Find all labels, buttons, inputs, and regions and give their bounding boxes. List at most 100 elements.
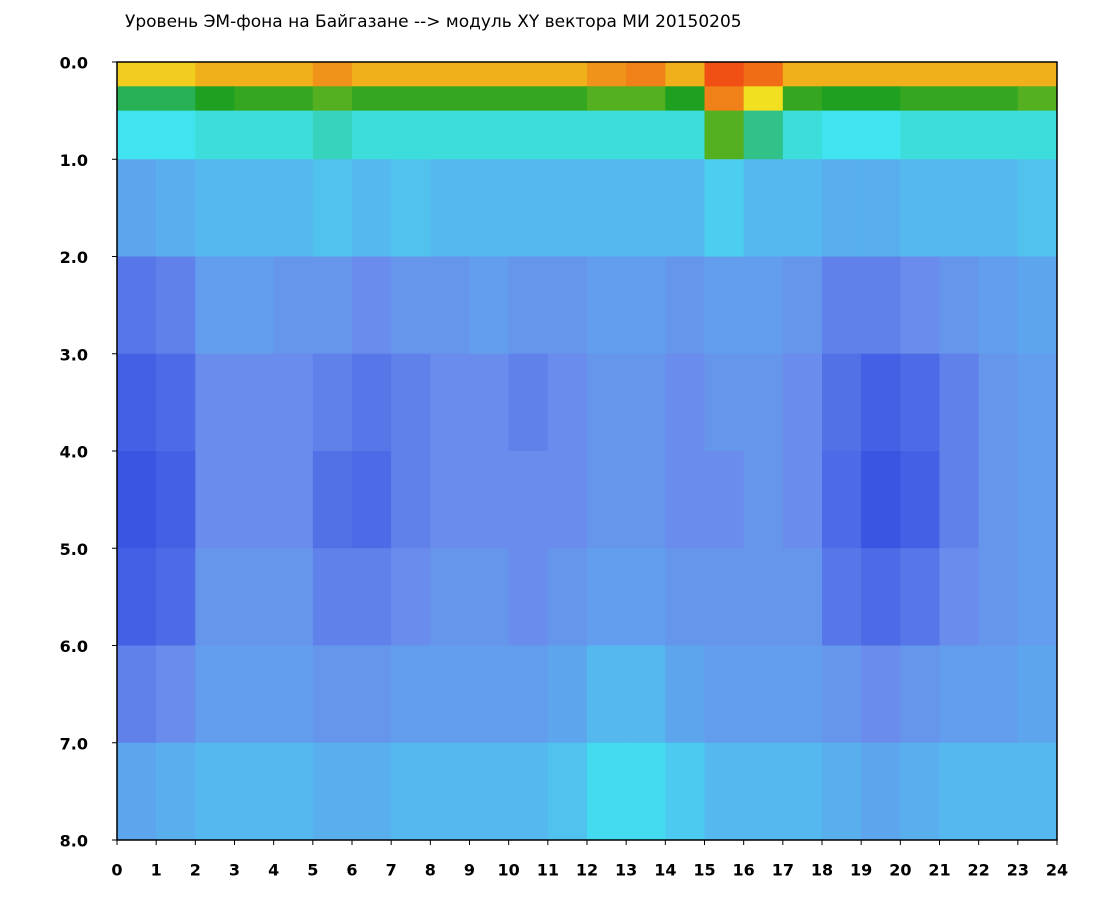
heatmap-cell	[547, 548, 588, 646]
y-tick-label: 2.0	[60, 248, 88, 267]
heatmap-cell	[430, 159, 470, 257]
heatmap-cell	[900, 62, 940, 87]
heatmap-cell	[665, 353, 705, 452]
heatmap-cell	[469, 86, 510, 112]
heatmap-cell	[822, 645, 862, 744]
heatmap-cell	[782, 86, 823, 112]
heatmap-cell	[587, 110, 627, 160]
heatmap-cell	[939, 645, 980, 744]
heatmap-cell	[782, 742, 823, 841]
heatmap-cell	[352, 86, 392, 112]
heatmap-cell	[469, 159, 510, 257]
x-tick-label: 13	[615, 861, 637, 880]
heatmap-cell	[822, 742, 862, 841]
heatmap-cell	[939, 548, 980, 646]
heatmap-cell	[704, 256, 745, 355]
heatmap-cell	[195, 159, 235, 257]
heatmap-cell	[312, 256, 353, 355]
heatmap-cell	[1017, 159, 1058, 257]
heatmap-cell	[626, 353, 666, 452]
heatmap-cell	[861, 86, 901, 112]
heatmap-cell	[352, 159, 392, 257]
heatmap-cell	[939, 62, 980, 87]
heatmap-cell	[782, 451, 823, 549]
heatmap-cell	[1017, 86, 1058, 112]
heatmap-cell	[704, 548, 745, 646]
heatmap-cell	[234, 548, 275, 646]
heatmap-cell	[978, 256, 1019, 355]
heatmap-cell	[117, 110, 157, 160]
heatmap-cell	[861, 353, 901, 452]
heatmap-cell	[352, 62, 392, 87]
heatmap-cell	[195, 645, 235, 744]
heatmap-cell	[665, 645, 705, 744]
heatmap-cell	[234, 256, 275, 355]
heatmap-cell	[861, 548, 901, 646]
heatmap-cell	[391, 742, 431, 841]
heatmap-cell	[665, 742, 705, 841]
y-tick-label: 6.0	[60, 637, 88, 656]
x-tick-label: 14	[654, 861, 676, 880]
heatmap-cell	[469, 110, 510, 160]
heatmap-cell	[234, 159, 275, 257]
heatmap-cell	[547, 451, 588, 549]
heatmap-cell	[587, 62, 627, 87]
x-tick-label: 23	[1007, 861, 1029, 880]
x-tick-label: 3	[229, 861, 240, 880]
heatmap-cell	[665, 256, 705, 355]
heatmap-cell	[665, 159, 705, 257]
x-tick-label: 21	[928, 861, 950, 880]
y-tick-label: 3.0	[60, 345, 88, 364]
heatmap-cell	[626, 62, 666, 87]
x-tick-label: 12	[576, 861, 598, 880]
heatmap-cell	[273, 86, 314, 112]
heatmap-cell	[195, 742, 235, 841]
heatmap-cell	[978, 451, 1019, 549]
heatmap-cell	[939, 256, 980, 355]
heatmap-cell	[1017, 110, 1058, 160]
heatmap-cell	[352, 256, 392, 355]
heatmap-cell	[430, 110, 470, 160]
heatmap-cell	[156, 256, 196, 355]
heatmap-cell	[822, 256, 862, 355]
heatmap-cell	[195, 451, 235, 549]
heatmap-cell	[117, 256, 157, 355]
heatmap-cell	[587, 548, 627, 646]
y-tick-label: 1.0	[60, 151, 88, 170]
heatmap-cell	[822, 62, 862, 87]
heatmap-cell	[234, 353, 275, 452]
heatmap-cell	[312, 645, 353, 744]
heatmap-cell	[978, 548, 1019, 646]
heatmap-cell	[861, 256, 901, 355]
heatmap-cell	[273, 159, 314, 257]
heatmap-cell	[156, 451, 196, 549]
heatmap-cell	[547, 742, 588, 841]
heatmap-cell	[782, 62, 823, 87]
heatmap-cell	[704, 742, 745, 841]
heatmap-cell	[547, 353, 588, 452]
heatmap-cell	[900, 353, 940, 452]
heatmap-cell	[508, 451, 549, 549]
heatmap-cell	[312, 353, 353, 452]
heatmap-cell	[273, 353, 314, 452]
x-tick-label: 10	[498, 861, 520, 880]
heatmap-cell	[312, 548, 353, 646]
heatmap-cell	[587, 645, 627, 744]
x-tick-label: 22	[968, 861, 990, 880]
x-tick-label: 5	[307, 861, 318, 880]
x-tick-label: 7	[386, 861, 397, 880]
heatmap-cell	[665, 548, 705, 646]
heatmap-cell	[391, 110, 431, 160]
heatmap-cell	[195, 256, 235, 355]
heatmap-cell	[156, 645, 196, 744]
heatmap-cell	[900, 110, 940, 160]
heatmap-cell	[665, 451, 705, 549]
heatmap-cell	[117, 86, 157, 112]
heatmap-cell	[391, 256, 431, 355]
heatmap-cell	[626, 110, 666, 160]
heatmap-cell	[587, 159, 627, 257]
heatmap-cell	[234, 451, 275, 549]
heatmap-cell	[469, 451, 510, 549]
y-tick-label: 5.0	[60, 540, 88, 559]
